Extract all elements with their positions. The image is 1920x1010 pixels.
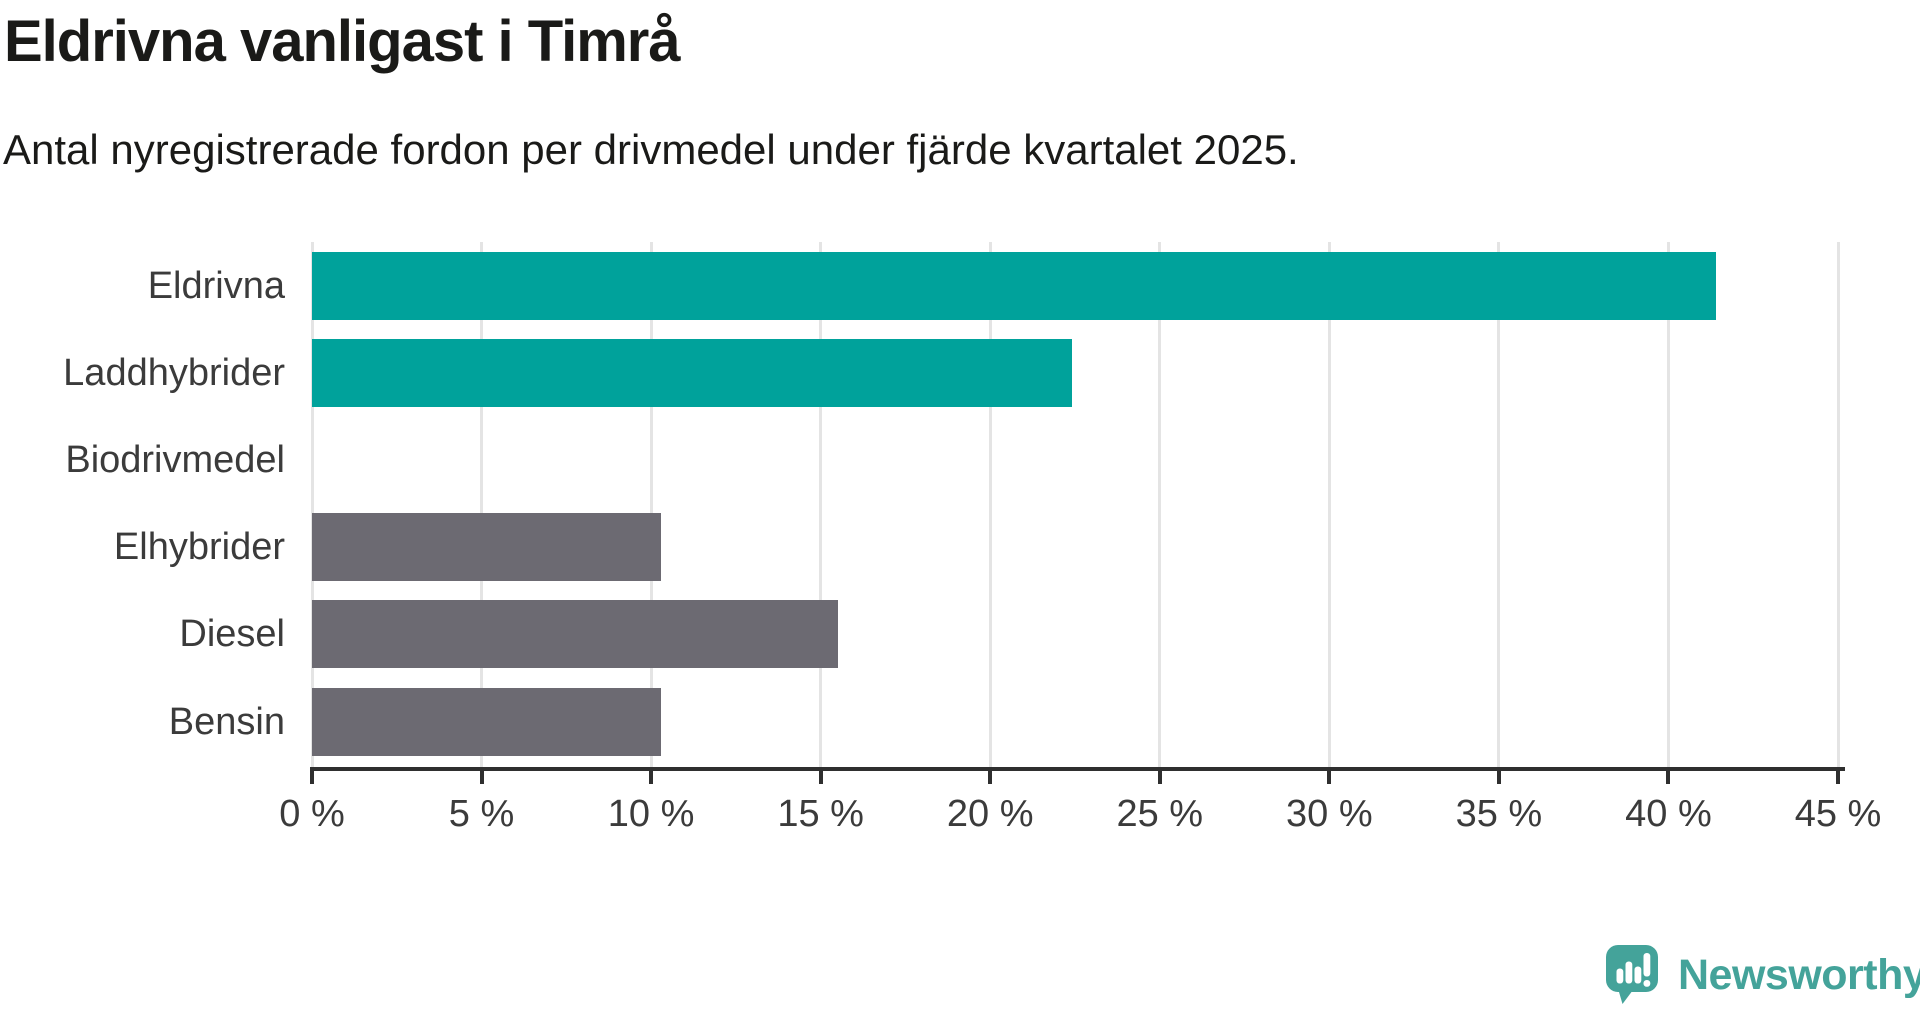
gridline-10-percent xyxy=(649,242,653,767)
category-label-eldrivna: Eldrivna xyxy=(147,264,285,307)
x-tick-mark-25 xyxy=(1157,771,1162,784)
category-label-elhybrider: Elhybrider xyxy=(113,526,285,569)
x-tick-mark-15 xyxy=(818,771,823,784)
bar-diesel xyxy=(312,600,838,669)
gridline-5-percent xyxy=(480,242,484,767)
x-tick-label-15: 15 % xyxy=(777,793,864,835)
gridline-30-percent xyxy=(1327,242,1331,767)
category-label-laddhybrider: Laddhybrider xyxy=(63,351,285,394)
x-tick-label-25: 25 % xyxy=(1116,793,1204,835)
bar-elhybrider xyxy=(312,513,662,582)
newsworthy-logo-icon xyxy=(1606,945,1658,1004)
logo-bar-tall xyxy=(1625,961,1633,984)
logo-bar-medium xyxy=(1634,966,1642,984)
x-tick-label-45: 45 % xyxy=(1794,793,1882,835)
logo-exclamation-stem xyxy=(1643,953,1651,977)
gridline-35-percent xyxy=(1497,242,1501,767)
x-tick-label-0: 0 % xyxy=(279,793,345,835)
x-tick-mark-40 xyxy=(1666,771,1671,784)
logo-exclamation-dot xyxy=(1643,980,1651,987)
x-tick-mark-35 xyxy=(1496,771,1501,784)
gridline-15-percent xyxy=(819,242,823,767)
chart-title: Eldrivna vanligast i Timrå xyxy=(4,9,681,74)
bar-eldrivna xyxy=(312,251,1716,320)
bar-laddhybrider xyxy=(312,338,1072,407)
x-axis-line xyxy=(310,767,1845,771)
gridline-20-percent xyxy=(988,242,992,767)
x-tick-label-10: 10 % xyxy=(607,793,695,835)
logo-bar-short xyxy=(1616,968,1624,984)
category-label-diesel: Diesel xyxy=(179,613,285,656)
category-label-biodrivmedel: Biodrivmedel xyxy=(65,439,285,481)
x-tick-mark-20 xyxy=(988,771,993,784)
bar-bensin xyxy=(312,687,662,756)
gridline-0-percent xyxy=(310,242,314,767)
newsworthy-logo-text: Newsworthy xyxy=(1678,951,1920,999)
x-tick-mark-45 xyxy=(1836,771,1840,784)
gridline-45-percent xyxy=(1836,242,1840,767)
x-tick-label-20: 20 % xyxy=(946,793,1034,835)
x-tick-mark-30 xyxy=(1327,771,1332,784)
x-tick-mark-0 xyxy=(310,771,314,784)
x-tick-label-5: 5 % xyxy=(448,793,515,835)
category-label-bensin: Bensin xyxy=(168,700,285,743)
gridline-25-percent xyxy=(1158,242,1162,767)
chart-subtitle: Antal nyregistrerade fordon per drivmede… xyxy=(3,126,1299,173)
x-tick-label-40: 40 % xyxy=(1625,793,1712,835)
x-tick-label-35: 35 % xyxy=(1455,793,1543,835)
x-tick-mark-10 xyxy=(649,771,654,784)
x-tick-mark-5 xyxy=(479,771,484,784)
newsworthy-logo: Newsworthy xyxy=(1606,945,1920,1006)
gridline-40-percent xyxy=(1666,242,1670,767)
x-tick-label-30: 30 % xyxy=(1286,793,1373,835)
